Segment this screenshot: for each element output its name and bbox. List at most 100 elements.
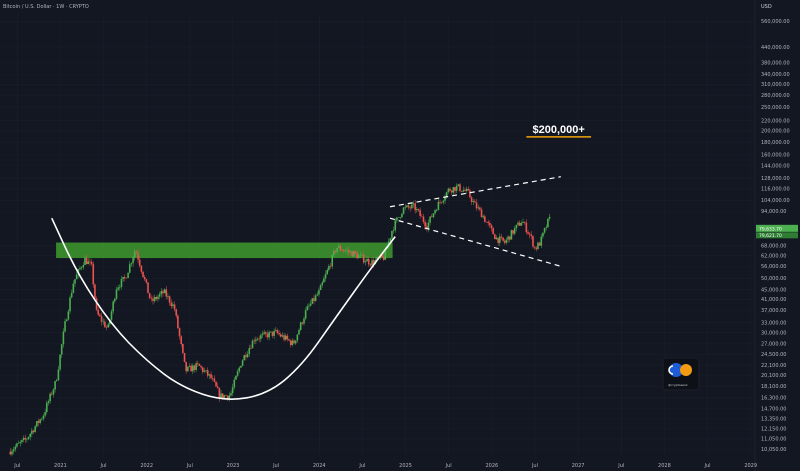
candle-body [112, 301, 114, 312]
grid [0, 14, 755, 455]
candle-body [79, 268, 81, 270]
symbol-title[interactable]: Bitcoin / U.S. Dollar · 1W · CRYPTO [3, 4, 89, 10]
candle-body [318, 290, 320, 295]
candle-body [235, 375, 237, 380]
last-price-value: 79,633.70 [759, 226, 782, 232]
candle-body [52, 389, 55, 395]
candle-body [513, 228, 516, 234]
candle-body [338, 246, 340, 248]
candle-body [407, 205, 410, 208]
candle-body [465, 188, 468, 191]
candle-body [49, 393, 51, 402]
y-tick-label: 340,000.00 [761, 72, 790, 78]
time-axis[interactable]: Jul 2021 Jul 2022 Jul 2023 Jul 2024 Jul 2025 Jul 20… [13, 463, 757, 469]
candle-body [462, 190, 465, 192]
y-tick-label: 94,000.00 [761, 209, 786, 215]
candle-body [530, 234, 533, 237]
candle-body [281, 335, 284, 337]
candle-body [21, 439, 23, 443]
candle-body [256, 338, 259, 340]
candle-body [364, 261, 367, 263]
y-tick-label: 280,000.00 [761, 93, 790, 99]
candle-body [306, 306, 309, 311]
x-tick-label: 2024 [313, 463, 326, 469]
candle-body [198, 363, 201, 366]
candle-body [344, 250, 347, 252]
candle-body [389, 238, 392, 242]
candle-body [472, 201, 475, 203]
candle-body [361, 254, 363, 256]
candle-body [228, 395, 231, 399]
candle-body [498, 236, 501, 243]
candle-body [329, 266, 332, 267]
candle-body [16, 443, 18, 447]
candle-body [394, 220, 397, 231]
candle-body [64, 321, 66, 332]
candle-body [455, 185, 458, 191]
candle-body [84, 257, 86, 265]
candle-body [303, 318, 305, 324]
candle-body [401, 213, 403, 218]
y-tick-label: 33,000.00 [761, 320, 786, 326]
candle-body [110, 311, 113, 320]
x-tick-label: Jul [531, 463, 538, 469]
price-axis[interactable]: 560,000.00 440,000.00 380,000.00 340,000.00… [761, 19, 790, 453]
candle-body [409, 207, 411, 209]
candle-body [211, 378, 214, 379]
candle-body [94, 284, 96, 299]
candle-body [193, 365, 196, 370]
candle-body [240, 365, 242, 368]
candle-body [95, 298, 98, 310]
candle-body [44, 412, 46, 416]
candle-body [397, 217, 400, 219]
candle-body [265, 332, 267, 334]
y-tick-label: 220,000.00 [761, 119, 790, 125]
candle-body [14, 446, 17, 450]
y-tick-label: 68,000.00 [761, 243, 786, 249]
candle-body [540, 236, 543, 246]
candle-body [241, 360, 244, 366]
candle-body [313, 298, 315, 301]
candle-body [432, 213, 435, 218]
candle-body [464, 190, 466, 191]
candle-body [245, 355, 247, 358]
candle-body [183, 352, 186, 362]
candle-body [192, 365, 194, 372]
candle-body [352, 251, 355, 257]
candle-body [109, 319, 111, 325]
candle-body [316, 294, 319, 296]
candle-body [336, 247, 338, 253]
candle-body [148, 293, 151, 299]
candle-body [495, 237, 498, 240]
candle-body [69, 297, 71, 312]
candle-body [37, 421, 40, 423]
candle-body [274, 330, 277, 331]
y-tick-label: 10,050.00 [761, 447, 786, 453]
candle-body [362, 254, 365, 263]
svg-text:@cryptosanz: @cryptosanz [668, 383, 688, 387]
channel-lower-line [389, 217, 562, 267]
candle-body [479, 207, 481, 210]
candle-body [304, 310, 307, 319]
candle-body [349, 251, 352, 253]
candle-body [459, 184, 461, 191]
candle-body [65, 319, 68, 322]
y-tick-label: 14,700.00 [761, 406, 786, 412]
candle-body [155, 296, 158, 300]
candle-body [213, 378, 216, 382]
candle-body [261, 333, 264, 336]
candle-body [32, 430, 35, 433]
candle-body [532, 236, 534, 247]
y-tick-label: 27,000.00 [761, 342, 786, 348]
candle-body [477, 207, 480, 209]
candle-body [382, 256, 385, 260]
x-tick-label: Jul [100, 463, 107, 469]
y-tick-label: 11,050.00 [761, 437, 786, 443]
candle-body [225, 395, 227, 396]
x-tick-label: Jul [358, 463, 365, 469]
candle-body [286, 335, 289, 340]
candle-body [160, 291, 163, 295]
candle-body [396, 217, 398, 221]
